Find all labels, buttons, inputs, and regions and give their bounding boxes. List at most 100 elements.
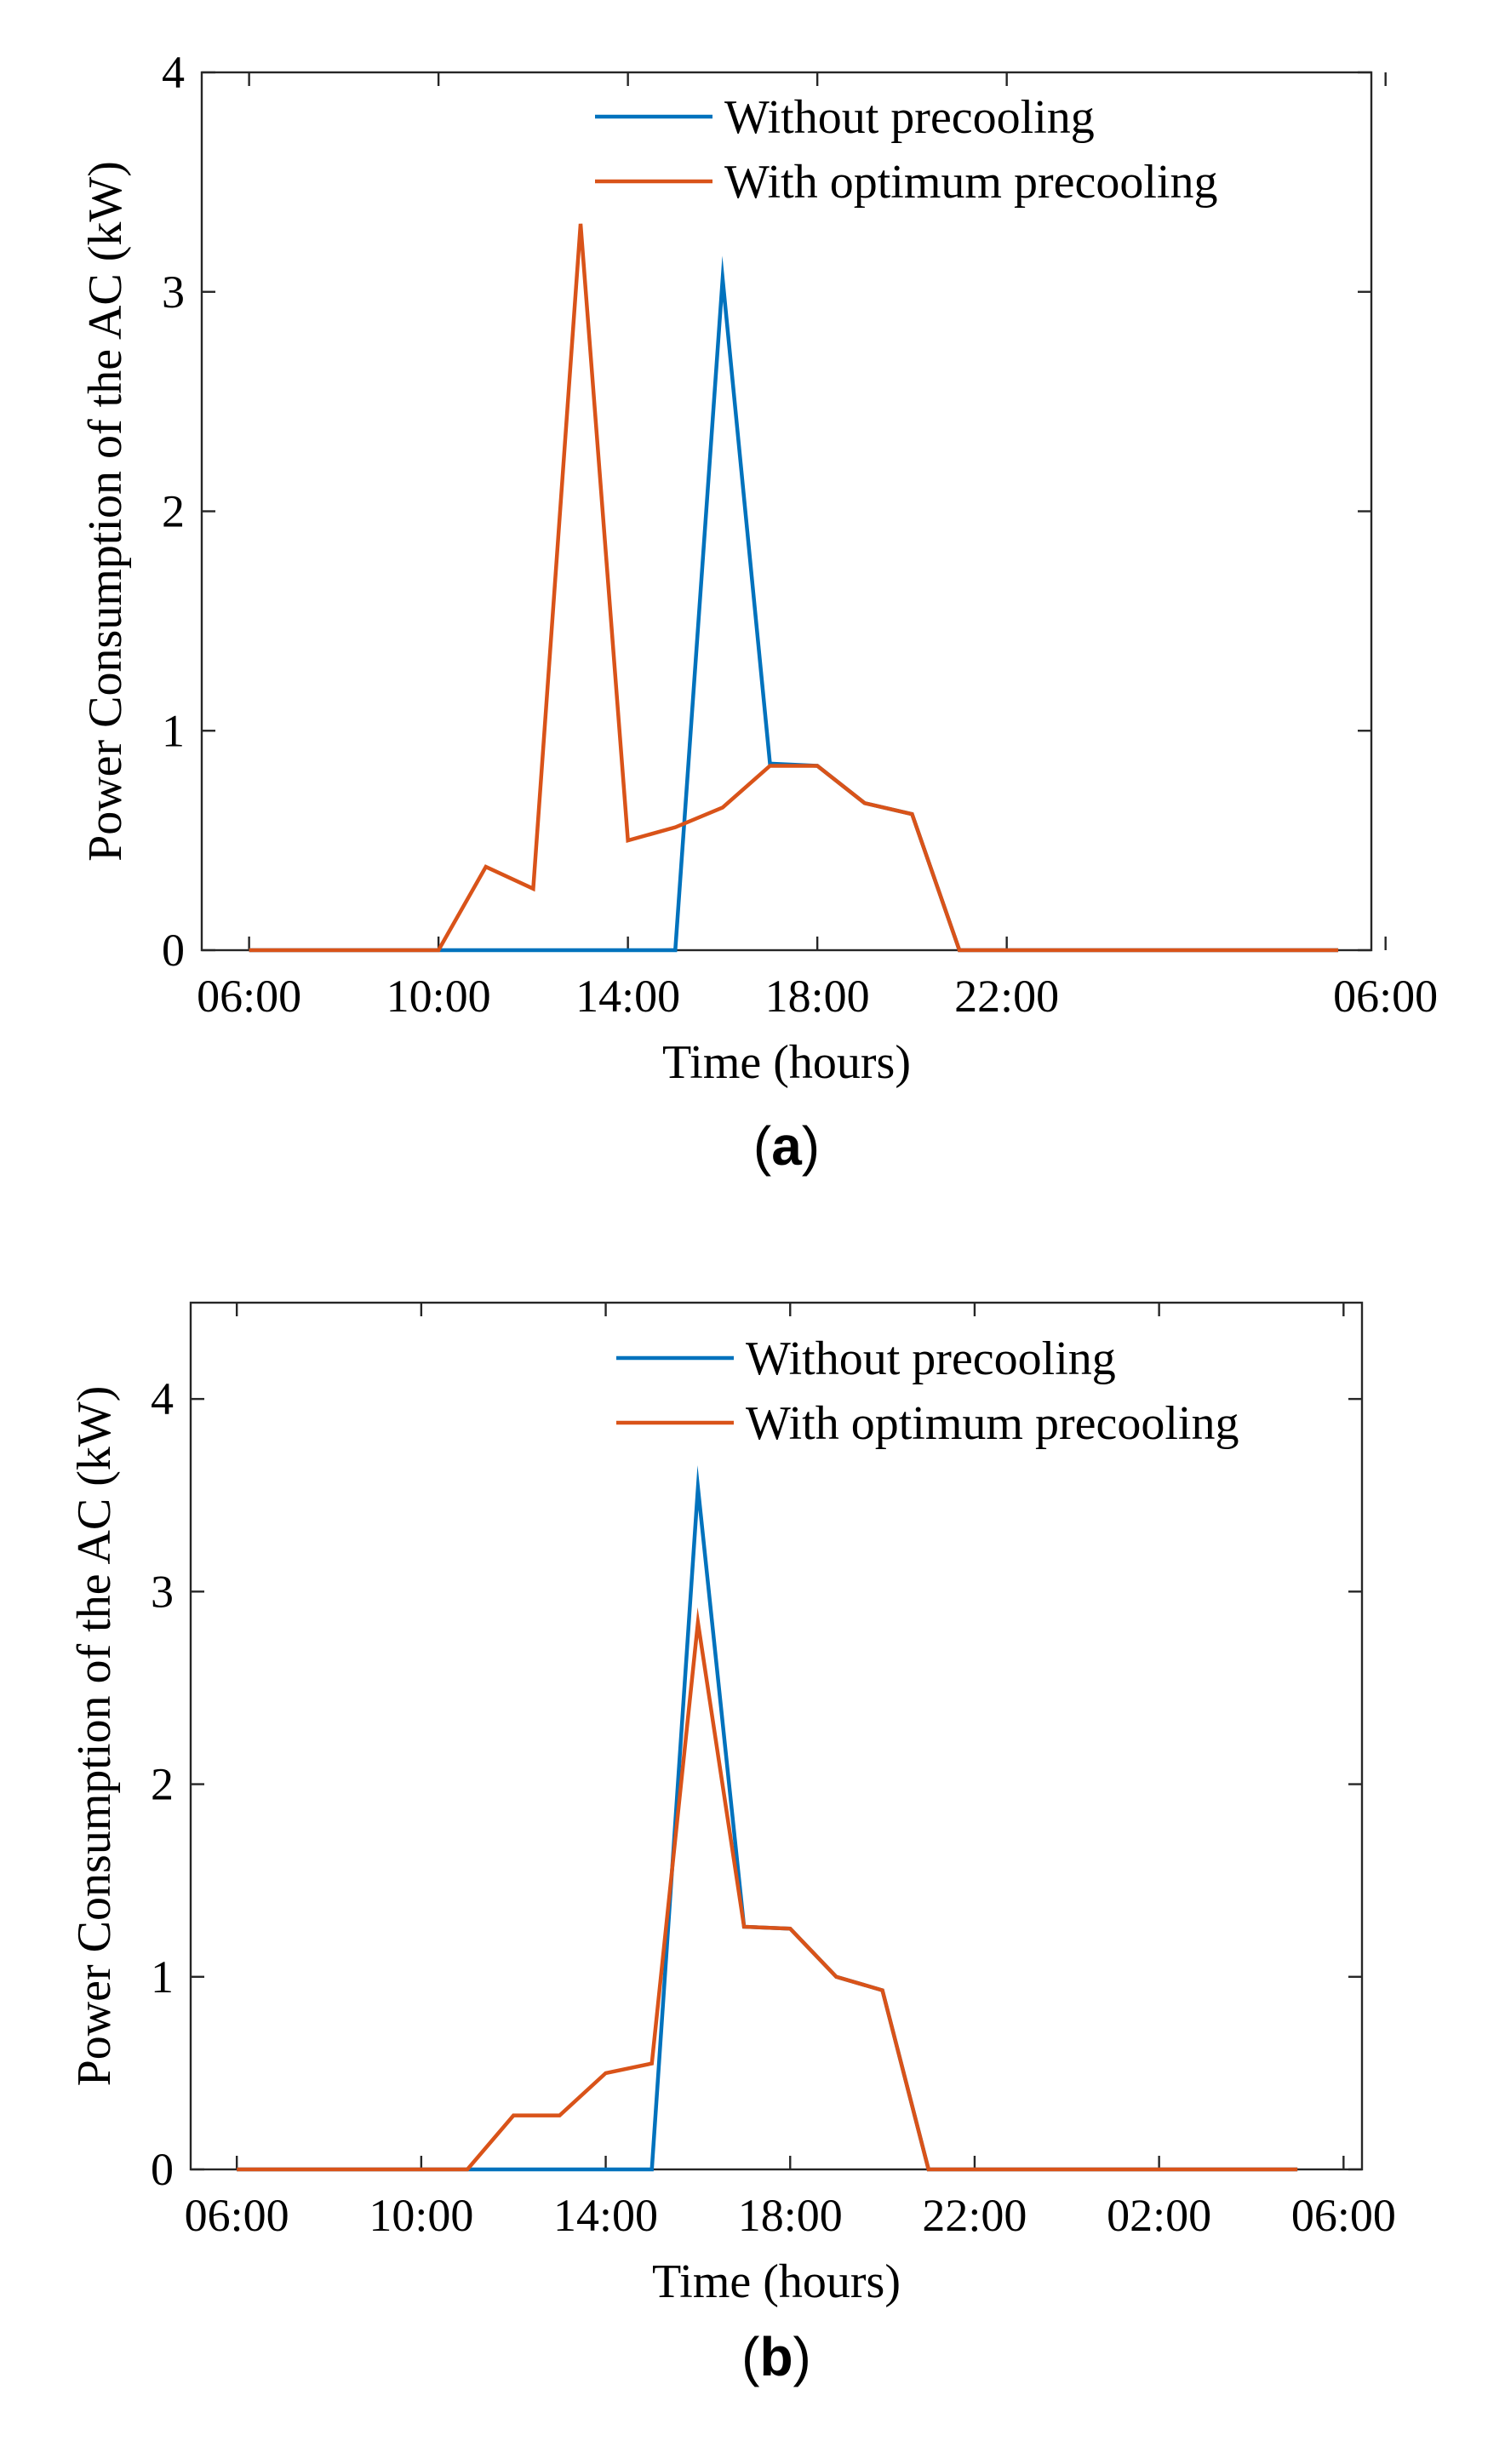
data-point-with-1 — [281, 2168, 284, 2171]
x-tick-label: 06:00 — [185, 2190, 289, 2241]
x-axis-label: Time (hours) — [652, 2255, 901, 2308]
data-point-with-18 — [1065, 2168, 1068, 2171]
data-point-without-7 — [579, 948, 582, 952]
data-point-with-2 — [342, 948, 346, 952]
data-point-with-3 — [374, 2168, 377, 2171]
x-tick-label: 02:00 — [1107, 2190, 1211, 2241]
y-tick-label: 4 — [162, 47, 185, 98]
data-point-without-8 — [627, 948, 630, 952]
data-point-with-4 — [420, 2168, 423, 2171]
y-tick-label: 2 — [151, 1759, 174, 1810]
data-point-with-1 — [295, 948, 298, 952]
data-point-with-0 — [248, 948, 251, 952]
data-point-with-23 — [1336, 948, 1340, 952]
data-point-with-11 — [742, 1925, 746, 1928]
y-axis-label: Power Consumption of the AC (kW) — [79, 161, 132, 862]
data-point-with-6 — [512, 2114, 515, 2117]
data-point-without-10 — [721, 277, 724, 280]
data-point-with-14 — [881, 1989, 884, 1992]
data-point-with-4 — [437, 948, 440, 952]
series-line-without-precooling — [237, 1465, 1298, 2172]
data-point-with-19 — [1111, 2168, 1114, 2171]
data-point-with-16 — [973, 2168, 976, 2171]
y-tick-label: 0 — [162, 925, 185, 976]
data-point-without-6 — [512, 2168, 515, 2171]
y-tick-label: 1 — [162, 705, 185, 756]
chart-panel-b: 0 1 2 3 4 06:00 10:00 14:00 18:00 22:00 02:00 06:00… — [68, 1301, 1396, 2387]
chart-panel-a: 0 1 2 3 4 06:00 10:00 14:00 18:00 22:00 06:00 Time … — [79, 47, 1438, 1177]
legend-label-with-optimum-precooling: With optimum precooling — [746, 1397, 1239, 1450]
data-point-with-17 — [1019, 2168, 1022, 2171]
data-point-with-5 — [466, 2168, 469, 2171]
series-line-without-precooling — [249, 255, 1339, 953]
panel-caption: (b) — [741, 2326, 811, 2387]
data-point-with-15 — [927, 2168, 930, 2171]
data-point-with-19 — [1147, 948, 1151, 952]
data-point-with-8 — [627, 839, 630, 842]
data-point-without-6 — [531, 948, 535, 952]
series-line-with-optimum-precooling — [237, 1607, 1298, 2172]
x-axis-label: Time (hours) — [662, 1036, 911, 1089]
data-point-without-10 — [696, 1486, 700, 1489]
data-point-with-0 — [235, 2168, 238, 2171]
data-point-with-9 — [673, 826, 677, 829]
data-point-with-5 — [484, 865, 488, 868]
x-tick-label: 10:00 — [369, 2190, 473, 2241]
data-point-with-10 — [696, 1621, 700, 1625]
x-tick-label: 06:00 — [1291, 2190, 1396, 2241]
data-point-without-9 — [673, 948, 677, 952]
data-point-with-22 — [1250, 2168, 1253, 2171]
y-tick-label: 1 — [151, 1951, 174, 2003]
data-point-with-18 — [1100, 948, 1103, 952]
y-tick-label: 2 — [162, 486, 185, 537]
panel-caption-letter: b — [759, 2326, 793, 2387]
data-point-with-9 — [650, 2062, 654, 2066]
data-point-with-7 — [558, 2114, 561, 2117]
data-point-with-20 — [1194, 948, 1198, 952]
x-tick-label: 22:00 — [954, 971, 1059, 1022]
x-tick-label: 06:00 — [1333, 971, 1438, 1022]
data-point-with-13 — [863, 801, 867, 805]
data-point-with-14 — [910, 812, 913, 816]
x-tick-label: 10:00 — [386, 971, 491, 1022]
data-point-with-10 — [721, 805, 724, 809]
data-point-without-7 — [558, 2168, 561, 2171]
data-point-without-5 — [484, 948, 488, 952]
series-line-with-optimum-precooling — [249, 223, 1339, 953]
panel-caption-letter: a — [771, 1115, 802, 1177]
data-point-with-22 — [1289, 948, 1292, 952]
y-axis-label: Power Consumption of the AC (kW) — [68, 1386, 121, 2087]
legend-label-without-precooling: Without precooling — [724, 91, 1095, 144]
data-point-with-17 — [1052, 948, 1056, 952]
x-tick-label: 18:00 — [738, 2190, 843, 2241]
data-point-with-11 — [769, 764, 772, 767]
data-point-with-12 — [815, 764, 819, 767]
data-point-without-9 — [650, 2168, 654, 2171]
data-point-with-3 — [390, 948, 393, 952]
y-tick-label: 4 — [151, 1373, 174, 1424]
data-point-with-7 — [579, 222, 582, 226]
data-point-with-12 — [788, 1927, 792, 1930]
data-point-with-2 — [328, 2168, 331, 2171]
y-tick-label: 0 — [151, 2144, 174, 2195]
data-point-with-21 — [1242, 948, 1245, 952]
panel-caption: (a) — [753, 1115, 820, 1177]
data-point-without-8 — [604, 2168, 608, 2171]
y-tick-label: 3 — [162, 266, 185, 318]
x-tick-label: 06:00 — [197, 971, 301, 1022]
x-tick-label: 14:00 — [575, 971, 680, 1022]
data-point-with-23 — [1296, 2168, 1299, 2171]
data-point-with-16 — [1005, 948, 1009, 952]
legend-label-with-optimum-precooling: With optimum precooling — [724, 156, 1217, 209]
x-tick-label: 18:00 — [765, 971, 870, 1022]
data-point-with-13 — [834, 1975, 838, 1979]
legend-label-without-precooling: Without precooling — [746, 1332, 1116, 1385]
data-point-with-21 — [1204, 2168, 1207, 2171]
x-tick-label: 22:00 — [922, 2190, 1027, 2241]
y-tick-label: 3 — [151, 1566, 174, 1617]
data-point-with-15 — [958, 948, 961, 952]
plot-area-frame — [189, 1301, 1364, 2171]
x-tick-label: 14:00 — [553, 2190, 658, 2241]
data-point-with-8 — [604, 2071, 608, 2075]
